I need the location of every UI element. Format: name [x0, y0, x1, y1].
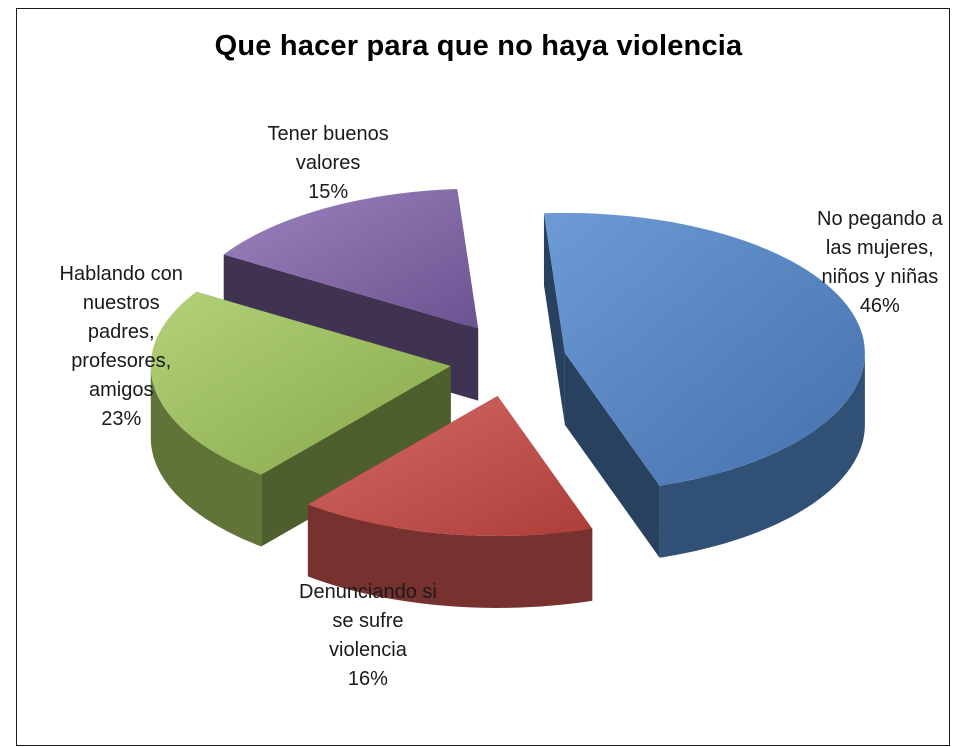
slice-label-line: nuestros — [82, 292, 160, 314]
slice-label-line: No pegando a — [817, 208, 943, 230]
slice-top — [150, 291, 451, 475]
slice-no-pegando — [543, 212, 865, 558]
slice-rim — [150, 365, 262, 547]
slice-rim — [307, 504, 593, 608]
slice-percent: 46% — [859, 295, 900, 317]
slice-label-line: padres, — [87, 321, 155, 343]
chart-title: Que hacer para que no haya violencia — [214, 30, 743, 62]
slice-label-line: violencia — [329, 639, 407, 661]
slice-label-line: las mujeres, — [825, 237, 934, 259]
slice-top — [307, 395, 593, 536]
slice-hablando — [150, 291, 451, 547]
slice-percent: 15% — [308, 181, 349, 203]
slice-label-line: valores — [295, 152, 361, 174]
slice-label-line: se sufre — [332, 610, 404, 632]
slice-percent: 16% — [347, 668, 388, 690]
slice-label-line: Denunciando si — [299, 581, 437, 603]
slice-percent: 23% — [101, 408, 142, 430]
label-denunciando: Denunciando si se sufre violencia 16% — [299, 578, 437, 694]
slice-top — [223, 189, 479, 329]
label-no-pegando: No pegando a las mujeres, niños y niñas 46% — [817, 205, 943, 321]
slice-label-line: niños y niñas — [821, 266, 939, 288]
slice-label-line: amigos — [88, 379, 154, 401]
label-hablando: Hablando con nuestros padres, profesores, am… — [60, 260, 183, 434]
slice-label-line: Tener buenos — [267, 123, 389, 145]
slice-rim — [659, 352, 865, 558]
slice-label-line: Hablando con — [59, 263, 183, 285]
slice-top — [543, 212, 865, 486]
slice-label-line: profesores, — [71, 350, 172, 372]
slice-wall — [564, 352, 660, 558]
label-valores: Tener buenos valores 15% — [268, 120, 389, 207]
slice-denunciando — [307, 395, 593, 608]
slice-wall — [543, 213, 565, 425]
